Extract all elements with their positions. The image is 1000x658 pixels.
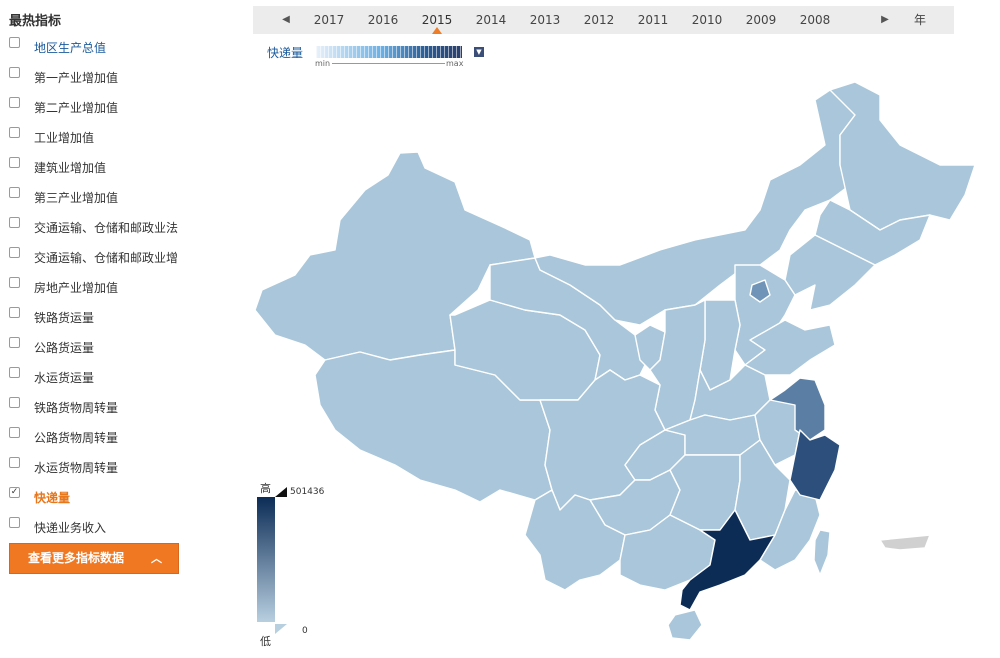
- checkbox[interactable]: [9, 157, 20, 168]
- indicator-label: 第一产业增加值: [34, 71, 119, 85]
- indicator-label: 铁路货物周转量: [34, 401, 119, 415]
- sidebar-title: 最热指标: [9, 14, 62, 29]
- indicator-item[interactable]: 房地产业增加值: [0, 273, 182, 303]
- indicator-item[interactable]: 第一产业增加值: [0, 63, 182, 93]
- region-hainan[interactable]: [667, 609, 703, 641]
- checkbox[interactable]: [9, 367, 20, 378]
- checkbox[interactable]: [9, 217, 20, 228]
- triangle-right-icon[interactable]: ▶: [881, 14, 889, 25]
- color-scale-bar: [316, 46, 462, 58]
- indicator-item[interactable]: 水运货物周转量: [0, 453, 182, 483]
- selected-year-marker: [432, 27, 442, 34]
- scale-line: [332, 63, 445, 64]
- legend-high-label: 高: [260, 482, 271, 495]
- triangle-left-icon[interactable]: ◀: [282, 14, 290, 25]
- indicator-item[interactable]: 建筑业增加值: [0, 153, 182, 183]
- checkbox[interactable]: [9, 277, 20, 288]
- indicator-label: 公路货运量: [34, 341, 95, 355]
- indicator-item[interactable]: 公路货物周转量: [0, 423, 182, 453]
- legend-min-handle[interactable]: [275, 624, 287, 634]
- indicator-label: 工业增加值: [34, 131, 95, 145]
- checkbox[interactable]: [9, 427, 20, 438]
- indicator-label: 公路货物周转量: [34, 431, 119, 445]
- region-zhejiang[interactable]: [789, 429, 841, 501]
- legend-low-label: 低: [260, 635, 271, 648]
- indicator-item[interactable]: 第二产业增加值: [0, 93, 182, 123]
- timeline-unit: 年: [913, 13, 926, 27]
- region-jiangsu[interactable]: [769, 377, 826, 441]
- indicator-label: 交通运输、仓储和邮政业法: [34, 221, 179, 235]
- checkbox[interactable]: [9, 397, 20, 408]
- indicator-item[interactable]: 铁路货运量: [0, 303, 182, 333]
- indicator-label: 快递业务收入: [34, 521, 107, 535]
- checkbox[interactable]: [9, 37, 20, 48]
- year-timeline: ◀ ▶ 年 2017 2016 2015 2014 2013 2012 2011 2010 20…: [253, 6, 954, 34]
- indicator-label: 水运货运量: [34, 371, 95, 385]
- indicator-label: 建筑业增加值: [34, 161, 107, 175]
- indicator-item[interactable]: ✓ 快递量: [0, 483, 182, 513]
- indicator-label: 水运货物周转量: [34, 461, 119, 475]
- sidebar: 最热指标 地区生产总值 第一产业增加值 第二产业增加值 工业增加值建筑业增加值 第三产业…: [0, 0, 190, 658]
- indicator-item[interactable]: 公路货运量: [0, 333, 182, 363]
- indicator-item[interactable]: 交通运输、仓储和邮政业法: [0, 213, 182, 243]
- china-choropleth-map: [254, 81, 976, 641]
- indicator-label: 第三产业增加值: [34, 191, 119, 205]
- region-shandong[interactable]: [744, 319, 836, 376]
- indicator-item[interactable]: 水运货运量: [0, 363, 182, 393]
- year-item[interactable]: 2011: [637, 13, 669, 27]
- year-item[interactable]: 2012: [583, 13, 615, 27]
- indicator-label: 地区生产总值: [34, 41, 107, 55]
- year-item[interactable]: 2008: [799, 13, 831, 27]
- legend-max-handle[interactable]: [275, 487, 287, 497]
- year-item[interactable]: 2010: [691, 13, 723, 27]
- indicator-item[interactable]: 快递业务收入: [0, 513, 182, 543]
- year-item[interactable]: 2017: [313, 13, 345, 27]
- chevron-up-icon: ︿: [151, 552, 162, 565]
- checkbox[interactable]: [9, 457, 20, 468]
- region-guangdong[interactable]: [679, 509, 776, 611]
- more-indicators-label: 查看更多指标数据: [28, 551, 125, 565]
- legend-max-value: 501436: [290, 487, 325, 497]
- indicator-item[interactable]: 铁路货物周转量: [0, 393, 182, 423]
- checkbox[interactable]: [9, 517, 20, 528]
- year-item[interactable]: 2013: [529, 13, 561, 27]
- checkbox[interactable]: [9, 127, 20, 138]
- year-item[interactable]: 2015: [421, 13, 453, 27]
- region-yunnan[interactable]: [524, 489, 626, 591]
- checkbox[interactable]: [9, 307, 20, 318]
- checkbox[interactable]: [9, 337, 20, 348]
- indicator-item[interactable]: 地区生产总值: [0, 33, 182, 63]
- region-fujian[interactable]: [759, 489, 821, 571]
- year-item[interactable]: 2014: [475, 13, 507, 27]
- indicator-label: 交通运输、仓储和邮政业增: [34, 251, 179, 265]
- indicator-label: 房地产业增加值: [34, 281, 119, 295]
- scale-min-label: min: [315, 59, 331, 68]
- indicator-item[interactable]: 工业增加值: [0, 123, 182, 153]
- region-heilongjiang[interactable]: [829, 81, 976, 231]
- indicator-item[interactable]: 第三产业增加值: [0, 183, 182, 213]
- indicator-list: 地区生产总值 第一产业增加值 第二产业增加值 工业增加值建筑业增加值 第三产业增加值交通…: [0, 33, 190, 543]
- legend-min-value: 0: [302, 626, 308, 636]
- checkbox[interactable]: [9, 247, 20, 258]
- year-item[interactable]: 2016: [367, 13, 399, 27]
- legend-color-bar: [257, 497, 275, 622]
- checkbox[interactable]: ✓: [9, 487, 20, 498]
- indicator-label: 快递量: [34, 491, 71, 505]
- region-beijing[interactable]: [749, 279, 771, 303]
- scale-max-label: max: [446, 59, 464, 68]
- indicator-label: 第二产业增加值: [34, 101, 119, 115]
- indicator-item[interactable]: 交通运输、仓储和邮政业增: [0, 243, 182, 273]
- checkbox[interactable]: [9, 67, 20, 78]
- region-taiwan[interactable]: [813, 529, 831, 576]
- indicator-label: 铁路货运量: [34, 311, 95, 325]
- more-indicators-button[interactable]: 查看更多指标数据 ︿: [9, 543, 179, 574]
- south-china-sea-inset: [879, 534, 931, 551]
- triangle-down-icon[interactable]: ▼: [474, 47, 484, 57]
- metric-label[interactable]: 快递量: [267, 46, 304, 60]
- checkbox[interactable]: [9, 187, 20, 198]
- year-item[interactable]: 2009: [745, 13, 777, 27]
- checkbox[interactable]: [9, 97, 20, 108]
